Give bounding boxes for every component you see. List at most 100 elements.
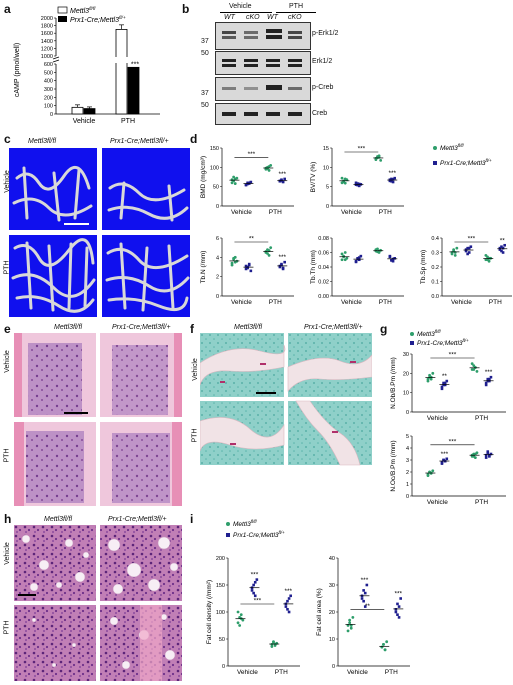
- i-legend-label-ko: Prx1-Cre;Mettl3fl/+: [233, 530, 285, 539]
- a-ytick-label: 0: [50, 112, 53, 118]
- g2-point-ko_pth: [488, 453, 491, 457]
- panel-h-he-bone-marrow-images: [14, 525, 182, 681]
- g1-ytick-label: 10: [403, 391, 409, 397]
- a-ytick-label: 400: [44, 79, 53, 85]
- d5-sig-bracket-label: ***: [468, 236, 476, 243]
- panel-i-scatter-plots: Mettl3fl/flPrx1-Cre;Mettl3fl/+0501001502…: [206, 519, 410, 676]
- a-bar-break-gap: [115, 57, 129, 63]
- i1-point-ko_pth: [286, 608, 289, 611]
- i1-point-ko_vehicle: [252, 591, 255, 595]
- g-legend-label-ko: Prx1-Cre;Mettl3fl/+: [417, 338, 469, 347]
- a-ytick-label: 500: [44, 70, 53, 76]
- d3-sig-bracket-label: **: [249, 236, 255, 243]
- g1-point-ko_pth: [488, 377, 491, 381]
- d2-point-ko_vehicle: [356, 183, 359, 187]
- g1-point-wt_vehicle: [429, 377, 433, 381]
- group-label-pth: PTH: [289, 3, 303, 10]
- d4-point-ko_pth: [390, 259, 393, 262]
- g1-point-ko_pth: [486, 377, 490, 381]
- i2-point-wt_vehicle: [348, 621, 352, 625]
- f-col-label-1: Mettl3fl/fl: [234, 324, 263, 331]
- g2-point-ko_vehicle: [440, 462, 444, 465]
- g1-point-wt_vehicle: [426, 379, 430, 383]
- g1-point-wt_vehicle: [426, 377, 430, 381]
- d5-point-ko_vehicle: [464, 249, 468, 253]
- i2-xtick-pth: PTH: [385, 669, 398, 676]
- d3-point-wt_vehicle: [230, 261, 234, 265]
- d4-ytick-label: 0.08: [318, 236, 329, 242]
- d2-point-ko_pth: [391, 178, 395, 181]
- i1-ytick-label: 150: [216, 583, 225, 589]
- a-ytick-label: 1800: [41, 24, 53, 30]
- d2-point-wt_vehicle: [343, 181, 347, 185]
- g2-point-wt_vehicle: [426, 474, 430, 477]
- d3-point-ko_pth: [283, 260, 286, 264]
- d1-ytick-label: 50: [213, 185, 219, 191]
- i2-point-ko_vehicle: [363, 605, 367, 608]
- g2-point-wt_vehicle: [431, 469, 435, 473]
- d4-point-wt_vehicle: [343, 258, 347, 262]
- g2-xtick-pth: PTH: [475, 499, 488, 506]
- d1-point-wt_vehicle: [232, 175, 236, 179]
- g2-ytick-label: 1: [406, 482, 409, 488]
- d-legend-label-ko: Prx1-Cre;Mettl3fl/+: [440, 158, 492, 167]
- i2-point-ko_pth: [399, 597, 402, 600]
- d1-ylabel: BMD (mg/cm³): [200, 156, 207, 198]
- d1-point-ko_pth: [283, 177, 286, 181]
- a-xtick-label: PTH: [121, 118, 135, 124]
- d3-point-wt_pth: [266, 252, 269, 255]
- e-col-label-1: Mettl3fl/fl: [54, 324, 83, 331]
- d4-point-ko_pth: [393, 257, 396, 260]
- a-bar: [71, 106, 84, 115]
- d2-sig-bracket-label: ***: [358, 146, 366, 153]
- panel-letter-e: e: [4, 322, 11, 336]
- d5-ytick-label: 0.3: [431, 251, 439, 257]
- h-row-label-2: PTH: [3, 620, 11, 635]
- d3-ytick-label: 4: [216, 255, 219, 261]
- d3-point-wt_pth: [267, 254, 271, 257]
- d3-point-ko_vehicle: [244, 264, 248, 268]
- d5-point-ko_pth: [500, 245, 503, 248]
- d5-ytick-label: 0.0: [431, 294, 439, 300]
- i1-ytick-label: 200: [216, 556, 225, 562]
- i1-sig-bracket-label: ***: [254, 598, 262, 605]
- a-ytick-label: 1000: [41, 54, 53, 60]
- g1-ytick-label: 0: [406, 410, 409, 416]
- i1-point-wt_vehicle: [236, 621, 240, 625]
- mw-marker-4: 50: [201, 102, 209, 109]
- panel-g-scatter-plots: Mettl3fl/flPrx1-Cre;Mettl3fl/+0102030N.O…: [390, 329, 506, 506]
- lane-label-4: cKO: [288, 14, 302, 21]
- i1-point-wt_vehicle: [238, 624, 242, 627]
- a-ytick-label: 600: [44, 62, 53, 68]
- g1-point-ko_pth: [484, 383, 488, 387]
- i1-point-ko_pth: [286, 599, 289, 603]
- panel-letter-b: b: [182, 2, 190, 16]
- i1-point-ko_vehicle: [252, 583, 255, 587]
- g1-point-ko_pth: [489, 375, 493, 379]
- d2-point-ko_vehicle: [357, 182, 361, 186]
- d4-point-ko_vehicle: [359, 254, 363, 258]
- d4-point-wt_vehicle: [340, 252, 344, 256]
- blot-erk: [215, 51, 311, 75]
- g1-point-wt_vehicle: [428, 373, 431, 377]
- d2-point-ko_pth: [390, 177, 393, 181]
- d1-ytick-label: 150: [210, 146, 219, 152]
- d2-ytick-label: 15: [323, 146, 329, 152]
- a-ytick-label: 1200: [41, 46, 53, 52]
- a-ytick-label: 1600: [41, 31, 53, 37]
- d2-point-ko_pth: [393, 176, 396, 180]
- g1-sig-bracket-label: ***: [449, 352, 457, 359]
- i1-point-wt_vehicle: [236, 610, 240, 614]
- d2-point-ko_pth: [391, 180, 395, 184]
- d1-point-ko_vehicle: [247, 181, 251, 185]
- panel-a-bar-chart: cAMP (pmol/well) 0 100 200 300 400 500 600 1000 1…: [14, 6, 160, 124]
- d1-xtick-vehicle: Vehicle: [231, 209, 252, 216]
- i1-ytick-label: 50: [219, 637, 225, 643]
- g1-sig-ko_pth: ***: [485, 369, 493, 376]
- d2-point-ko_vehicle: [354, 181, 358, 185]
- d2-ylabel: BV/TV (%): [310, 162, 317, 193]
- d3-ytick-label: 6: [216, 236, 219, 242]
- i2-point-wt_vehicle: [346, 624, 350, 627]
- d5-point-wt_vehicle: [450, 252, 454, 256]
- i1-sig-ko_pth: ***: [284, 588, 292, 595]
